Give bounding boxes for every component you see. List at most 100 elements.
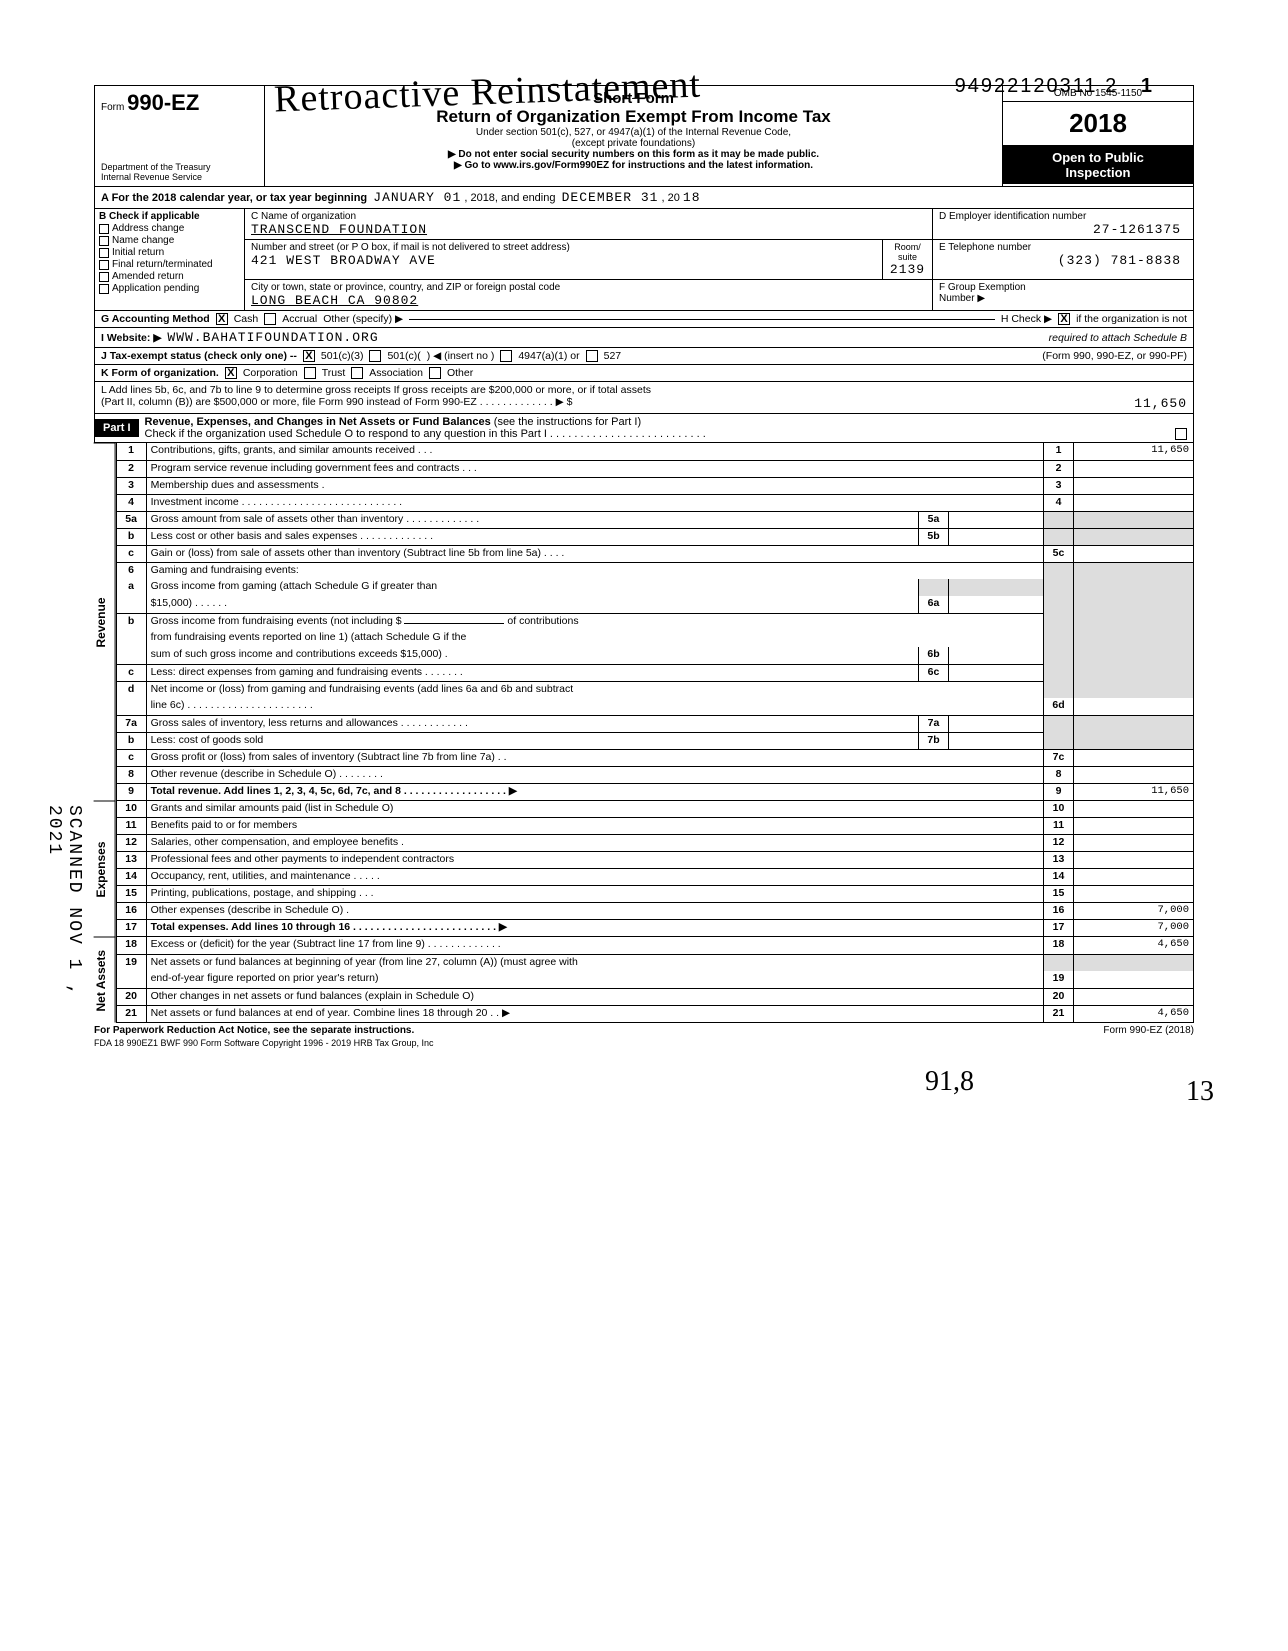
n10: 10 [116,801,146,818]
m6c: 6c [919,664,949,681]
n6a2 [116,596,146,613]
rn5a [1044,511,1074,528]
v6a2 [1074,596,1194,613]
m7b: 7b [919,732,949,749]
t6a-wrap: Gross income from gaming (attach Schedul… [146,579,918,596]
form-page: SCANNED NOV 1 , 2021 Retroactive Reinsta… [94,85,1194,1048]
c-street-cell: Number and street (or P O box, if mail i… [245,240,883,279]
cb-final[interactable]: Final return/terminated [99,259,240,270]
n5a: 5a [116,511,146,528]
part1-note: (see the instructions for Part I) [494,416,641,428]
m7a: 7a [919,715,949,732]
v19s [1074,954,1194,971]
v5b [1074,528,1194,545]
n16: 16 [116,903,146,920]
cb-501c3[interactable]: X [303,350,315,362]
cb-assoc[interactable] [351,367,363,379]
part1-title: Revenue, Expenses, and Changes in Net As… [145,416,491,428]
n13: 13 [116,852,146,869]
footer-mid: FDA 18 990EZ1 BWF 990 Form Software Copy… [94,1038,1194,1048]
cb-527[interactable] [586,350,598,362]
rn6d: 6d [1044,698,1074,715]
t16: Other expenses (describe in Schedule O) … [146,903,1043,920]
v6b4 [1074,647,1194,664]
city-label: City or town, state or province, country… [251,282,926,293]
cb-pending[interactable]: Application pending [99,283,240,294]
sub1: Under section 501(c), 527, or 4947(a)(1)… [273,127,994,138]
form-num-val: 990-EZ [127,90,199,115]
k-o1: Corporation [243,367,298,379]
ma5b [949,528,1044,545]
t18: Excess or (deficit) for the year (Subtra… [146,937,1043,954]
v9: 11,650 [1074,783,1194,800]
line-a: A For the 2018 calendar year, or tax yea… [94,187,1194,209]
cb-address[interactable]: Address change [99,223,240,234]
v3 [1074,477,1194,494]
cb-amended[interactable]: Amended return [99,271,240,282]
rn7b [1044,732,1074,749]
n21: 21 [116,1005,146,1022]
rn8: 8 [1044,766,1074,783]
c-name-label: C Name of organization [251,211,926,222]
v4 [1074,494,1194,511]
t9-wrap: Total revenue. Add lines 1, 2, 3, 4, 5c,… [146,783,1043,800]
n11: 11 [116,818,146,835]
rn19: 19 [1044,971,1074,988]
v2 [1074,460,1194,477]
cb-h[interactable]: X [1058,313,1070,325]
inspect2: Inspection [1065,165,1130,180]
expenses-section: Expenses 10Grants and similar amounts pa… [94,801,1194,938]
v6a [1074,579,1194,596]
part1-header: Part I Revenue, Expenses, and Changes in… [94,414,1194,443]
cb-label-4: Amended return [112,271,184,282]
n19b [116,971,146,988]
k-o2: Trust [322,367,346,379]
cb-corp[interactable]: X [225,367,237,379]
cb-name[interactable]: Name change [99,235,240,246]
part1-tag: Part I [95,419,139,437]
t14: Occupancy, rent, utilities, and maintena… [146,869,1043,886]
ma5a [949,511,1044,528]
line-a-mid: , 2018, and ending [464,192,555,204]
v6 [1074,562,1194,579]
cb-other-org[interactable] [429,367,441,379]
cb-sched-o[interactable] [1175,428,1187,440]
netassets-table: 18Excess or (deficit) for the year (Subt… [116,937,1194,1023]
open-inspection: Open to Public Inspection [1003,146,1193,184]
t6d2: line 6c) . . . . . . . . . . . . . . . .… [146,698,1043,715]
v7a [1074,715,1194,732]
rn5c: 5c [1044,545,1074,562]
room: 2139 [885,262,930,277]
tax-begin: JANUARY 01 [373,190,461,205]
room-label: Room/ suite [885,242,930,262]
t6a2: $15,000) . . . . . . [146,596,918,613]
v13 [1074,852,1194,869]
cb-initial[interactable]: Initial return [99,247,240,258]
n7b: b [116,732,146,749]
inspect1: Open to Public [1052,150,1144,165]
t17-wrap: Total expenses. Add lines 10 through 16 … [146,920,1043,937]
t2: Program service revenue including govern… [146,460,1043,477]
rn6b [1044,613,1074,630]
cb-trust[interactable] [304,367,316,379]
l-text2: (Part II, column (B)) are $500,000 or mo… [101,396,572,411]
v6d [1074,698,1194,715]
n6d2 [116,698,146,715]
cb-accrual[interactable] [264,313,276,325]
page-num: 1 [1141,75,1154,97]
n7a: 7a [116,715,146,732]
cb-501c[interactable] [369,350,381,362]
rn19s [1044,954,1074,971]
tax-end: DECEMBER 31 [562,190,659,205]
cb-cash[interactable]: X [216,313,228,325]
t5c: Gain or (loss) from sale of assets other… [146,545,1043,562]
rn16: 16 [1044,903,1074,920]
j-o2b: ) ◀ (insert no ) [427,350,495,362]
form-prefix: Form [101,102,124,113]
v18: 4,650 [1074,937,1194,954]
n6c: c [116,664,146,681]
n12: 12 [116,835,146,852]
rn7a [1044,715,1074,732]
cb-4947[interactable] [500,350,512,362]
v16: 7,000 [1074,903,1194,920]
